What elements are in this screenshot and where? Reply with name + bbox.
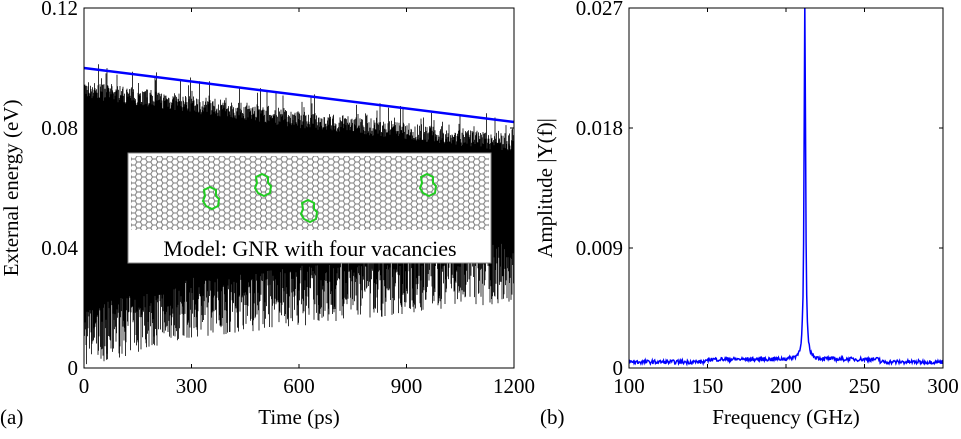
panel-a: Model: GNR with four vacancies 0 300 600 90… <box>0 0 535 429</box>
vacancy-group <box>201 172 438 224</box>
x-tick-label: 150 <box>692 374 724 398</box>
x-tick-label: 100 <box>613 374 645 398</box>
y-axis-label-b: Amplitude |Y(f)| <box>533 118 557 258</box>
x-tick-label: 300 <box>927 374 959 398</box>
vacancy-marker <box>299 198 319 224</box>
x-axis-label-b: Frequency (GHz) <box>712 405 860 429</box>
y-tick-label: 0 <box>613 356 624 380</box>
ticks-a: 0 300 600 900 1200 0 0.04 0.08 0.12 <box>41 0 535 398</box>
spectrum-line <box>629 8 943 367</box>
decay-fit-line <box>83 66 515 124</box>
inset-caption: Model: GNR with four vacancies <box>163 236 456 261</box>
graphene-lattice <box>131 156 489 230</box>
vacancy-marker <box>201 185 221 211</box>
axes-frame-b <box>628 7 944 369</box>
panel-label-b: (b) <box>540 405 565 429</box>
ticks-b: 100 150 200 250 300 0 0.009 0.018 0.027 <box>576 0 959 398</box>
panel-label-a: (a) <box>0 405 23 429</box>
y-tick-label: 0.009 <box>576 236 623 260</box>
x-tick-label: 200 <box>770 374 802 398</box>
y-tick-label: 0.027 <box>576 0 623 20</box>
vacancy-marker <box>418 172 438 198</box>
inset-gnr-model: Model: GNR with four vacancies <box>127 152 492 264</box>
vacancy-marker <box>253 172 273 198</box>
x-tick-label: 300 <box>176 374 208 398</box>
x-tick-label: 1200 <box>493 374 535 398</box>
y-tick-label: 0.08 <box>41 116 78 140</box>
panel-b: 100 150 200 250 300 0 0.009 0.018 0.027 Amplitud… <box>533 0 959 429</box>
y-tick-label: 0.018 <box>576 116 623 140</box>
x-tick-label: 900 <box>391 374 423 398</box>
y-tick-label: 0.04 <box>41 236 78 260</box>
x-axis-label-a: Time (ps) <box>258 405 340 429</box>
x-tick-label: 0 <box>79 374 90 398</box>
y-axis-label-a: External energy (eV) <box>0 100 23 277</box>
y-tick-label: 0.12 <box>41 0 78 20</box>
x-tick-label: 250 <box>849 374 881 398</box>
y-tick-label: 0 <box>68 356 79 380</box>
x-tick-label: 600 <box>283 374 315 398</box>
